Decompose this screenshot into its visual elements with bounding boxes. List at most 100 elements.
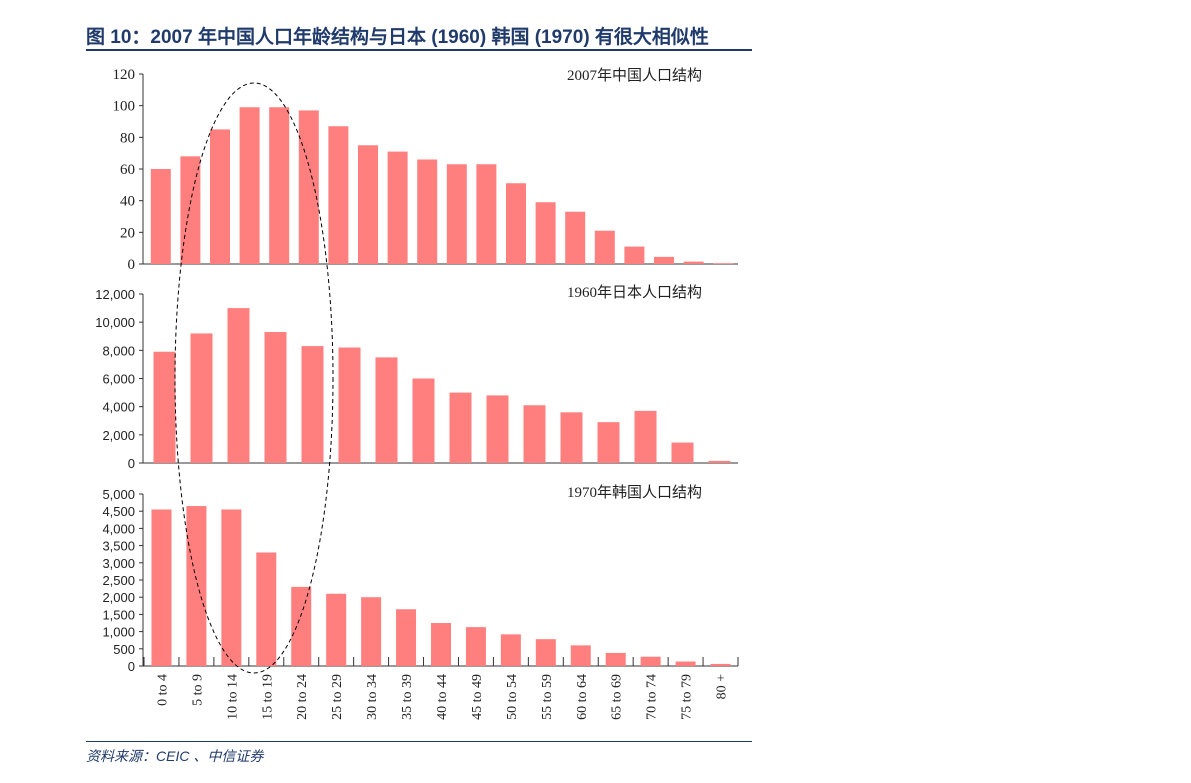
bar bbox=[476, 164, 497, 264]
y-tick-label: 500 bbox=[113, 642, 135, 657]
x-category-label: 40 to 44 bbox=[435, 674, 450, 720]
chart-panel-1: 0 20 40 60 80 100 120 2007年中国人口结构 bbox=[113, 67, 738, 273]
bar bbox=[594, 230, 615, 264]
x-category-label: 30 to 34 bbox=[365, 674, 380, 720]
y-tick-label: 100 bbox=[113, 99, 136, 115]
y-tick-label: 5,000 bbox=[102, 487, 135, 502]
bar bbox=[654, 256, 674, 264]
bar bbox=[153, 351, 176, 463]
y-tick-label: 20 bbox=[120, 225, 135, 241]
bar bbox=[605, 652, 626, 666]
panel-title: 1960年日本人口结构 bbox=[567, 284, 702, 301]
x-category-label: 10 to 14 bbox=[225, 674, 240, 720]
bar bbox=[361, 597, 382, 666]
bar bbox=[239, 107, 260, 264]
bar bbox=[338, 347, 361, 463]
x-category-label: 55 to 59 bbox=[540, 674, 555, 720]
highlight-ellipse bbox=[174, 82, 334, 674]
y-tick-label: 0 bbox=[128, 456, 135, 471]
y-tick-label: 4,000 bbox=[102, 400, 135, 415]
x-category-label: 35 to 39 bbox=[400, 674, 415, 720]
y-tick-label: 8,000 bbox=[102, 343, 135, 358]
bar bbox=[375, 357, 398, 463]
x-category-label: 80 + bbox=[715, 674, 730, 700]
bar bbox=[446, 164, 467, 264]
bar bbox=[535, 202, 556, 264]
bar bbox=[710, 663, 731, 666]
y-tick-label: 10,000 bbox=[95, 315, 135, 330]
bar bbox=[221, 509, 242, 666]
y-tick-label: 120 bbox=[113, 67, 136, 83]
bar bbox=[671, 442, 694, 463]
y-tick-label: 3,500 bbox=[102, 539, 135, 554]
y-tick-label: 4,000 bbox=[102, 521, 135, 536]
y-tick-label: 60 bbox=[120, 162, 135, 178]
bar bbox=[449, 392, 472, 463]
bar bbox=[150, 169, 171, 264]
title-rule bbox=[86, 49, 752, 51]
y-tick-label: 0 bbox=[128, 257, 136, 273]
bar bbox=[186, 506, 207, 666]
bar bbox=[227, 308, 250, 463]
bar bbox=[301, 346, 324, 463]
bar bbox=[500, 634, 521, 666]
bar bbox=[412, 378, 435, 463]
bar bbox=[640, 656, 661, 666]
chart-panel-2: 0 2,000 4,000 6,000 8,000 10,000 12,000 1960年日本… bbox=[95, 284, 738, 471]
bar bbox=[560, 412, 583, 463]
y-tick-label: 6,000 bbox=[102, 372, 135, 387]
y-tick-label: 1,000 bbox=[102, 625, 135, 640]
y-tick-label: 12,000 bbox=[95, 287, 135, 302]
bar bbox=[565, 211, 586, 264]
x-category-label: 0 to 4 bbox=[155, 674, 170, 706]
x-category-label: 70 to 74 bbox=[645, 674, 660, 720]
bar bbox=[190, 333, 213, 463]
panel-title: 2007年中国人口结构 bbox=[567, 67, 702, 84]
bar bbox=[465, 627, 486, 666]
x-category-label: 45 to 49 bbox=[470, 674, 485, 720]
x-category-label: 65 to 69 bbox=[610, 674, 625, 720]
bar bbox=[256, 552, 277, 666]
x-category-label: 25 to 29 bbox=[330, 674, 345, 720]
bar bbox=[597, 422, 620, 463]
bar bbox=[396, 609, 417, 666]
bar bbox=[506, 183, 526, 264]
footer-rule bbox=[86, 741, 752, 742]
y-tick-label: 40 bbox=[120, 194, 135, 210]
bar bbox=[269, 107, 290, 264]
source-note: 资料来源：CEIC 、中信证券 bbox=[86, 748, 264, 764]
x-category-label: 15 to 19 bbox=[260, 674, 275, 720]
bar bbox=[523, 405, 546, 463]
bar bbox=[570, 645, 591, 666]
chart-panel-3: 0 500 1,000 1,500 2,000 2,500 3,000 3,500 4,000 4… bbox=[102, 484, 739, 720]
y-tick-label: 2,000 bbox=[102, 590, 135, 605]
bar bbox=[387, 151, 408, 264]
bar bbox=[326, 593, 347, 666]
y-tick-label: 80 bbox=[120, 130, 135, 146]
bar bbox=[683, 261, 704, 264]
y-tick-label: 0 bbox=[128, 659, 135, 674]
bar bbox=[291, 586, 312, 666]
x-category-label: 50 to 54 bbox=[505, 674, 520, 720]
bar bbox=[180, 156, 201, 264]
y-tick-label: 3,000 bbox=[102, 556, 135, 571]
bar bbox=[417, 159, 438, 264]
bar bbox=[535, 639, 556, 666]
bar bbox=[264, 332, 287, 463]
bar bbox=[713, 263, 734, 264]
bar bbox=[298, 110, 319, 265]
bar bbox=[328, 126, 349, 264]
x-category-label: 20 to 24 bbox=[295, 674, 310, 720]
y-tick-label: 2,500 bbox=[102, 573, 135, 588]
x-category-label: 75 to 79 bbox=[680, 674, 695, 720]
bar bbox=[210, 129, 230, 264]
panel-title: 1970年韩国人口结构 bbox=[567, 484, 702, 501]
bar bbox=[431, 623, 451, 666]
bar bbox=[675, 661, 696, 666]
bar bbox=[634, 410, 657, 463]
y-tick-label: 1,500 bbox=[102, 607, 135, 622]
x-category-label: 5 to 9 bbox=[190, 674, 205, 706]
bar bbox=[486, 395, 509, 463]
figure-title: 图 10：2007 年中国人口年龄结构与日本 (1960) 韩国 (1970) … bbox=[86, 27, 709, 48]
